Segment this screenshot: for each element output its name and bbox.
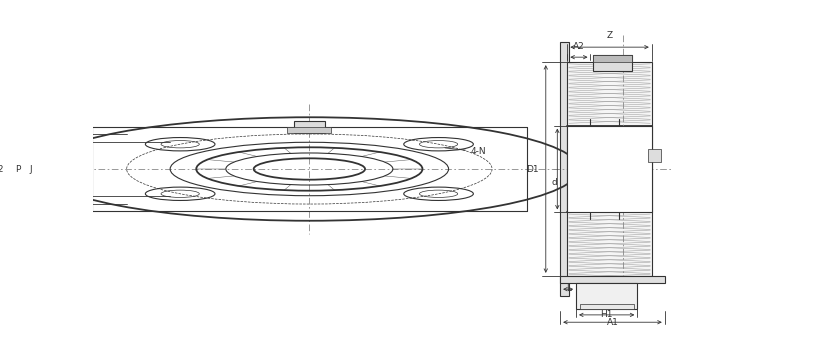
Bar bbox=[567, 126, 652, 212]
Text: d: d bbox=[552, 178, 557, 187]
Text: D2: D2 bbox=[0, 165, 3, 173]
Bar bbox=[648, 149, 661, 162]
Text: P: P bbox=[15, 165, 20, 173]
Text: L: L bbox=[565, 284, 570, 292]
Text: Z: Z bbox=[606, 31, 613, 41]
Bar bbox=[579, 304, 634, 309]
Bar bbox=[576, 283, 637, 309]
Bar bbox=[592, 55, 632, 62]
Text: A1: A1 bbox=[606, 318, 619, 327]
Bar bbox=[561, 276, 665, 283]
Bar bbox=[561, 42, 569, 296]
Text: 4-N: 4-N bbox=[445, 147, 486, 156]
Text: H1: H1 bbox=[601, 310, 613, 319]
Bar bbox=[567, 62, 652, 276]
Bar bbox=[294, 121, 325, 132]
Text: D1: D1 bbox=[526, 165, 539, 173]
Text: J: J bbox=[29, 165, 32, 173]
Bar bbox=[592, 55, 632, 71]
Text: B: B bbox=[605, 179, 611, 188]
Text: S: S bbox=[595, 135, 601, 143]
Bar bbox=[287, 127, 331, 133]
Text: A2: A2 bbox=[573, 42, 585, 51]
